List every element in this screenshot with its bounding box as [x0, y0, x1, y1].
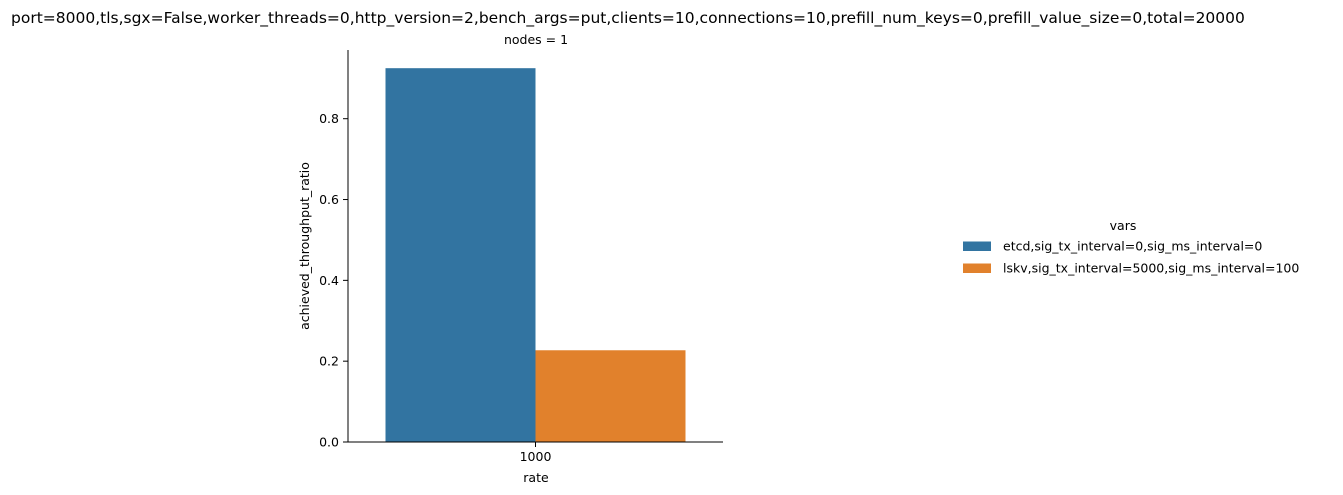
facet-title: nodes = 1	[504, 32, 568, 47]
legend-swatch-lskv	[963, 263, 991, 273]
x-axis-label: rate	[523, 470, 549, 485]
y-tick-label: 0.4	[319, 273, 339, 288]
x-axis: 1000	[348, 441, 723, 464]
bar-etcd-1000	[385, 68, 536, 442]
y-axis-label: achieved_throughput_ratio	[297, 162, 312, 330]
bar-lskv-1000	[535, 350, 686, 442]
y-tick-label: 0.2	[319, 354, 339, 369]
legend-title: vars	[1110, 218, 1137, 233]
legend: vars etcd,sig_tx_interval=0,sig_ms_inter…	[963, 218, 1299, 276]
chart-suptitle: port=8000,tls,sgx=False,worker_threads=0…	[11, 9, 1245, 27]
legend-label-lskv: lskv,sig_tx_interval=5000,sig_ms_interva…	[1003, 261, 1299, 276]
y-tick-label: 0.0	[319, 435, 339, 450]
x-tick-label: 1000	[520, 449, 552, 464]
legend-label-etcd: etcd,sig_tx_interval=0,sig_ms_interval=0	[1003, 239, 1262, 254]
bars-group	[385, 68, 686, 442]
y-axis: 0.0 0.2 0.4 0.6 0.8	[319, 50, 349, 450]
y-tick-label: 0.8	[319, 111, 339, 126]
y-tick-label: 0.6	[319, 192, 339, 207]
legend-swatch-etcd	[963, 241, 991, 251]
